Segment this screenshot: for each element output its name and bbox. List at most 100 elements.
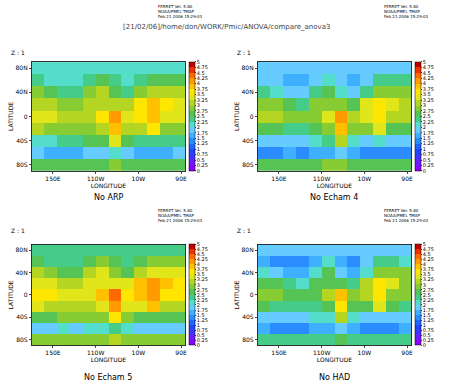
svg-text:[21/02/06]/home/don/WORK/Pmic/: [21/02/06]/home/don/WORK/Pmic/ANOVA/comp… — [123, 23, 330, 31]
svg-text:4.75: 4.75 — [423, 246, 434, 252]
svg-text:40S: 40S — [242, 137, 254, 144]
svg-text:1.25: 1.25 — [197, 317, 208, 323]
svg-text:2.25: 2.25 — [197, 297, 208, 303]
svg-text:1: 1 — [423, 146, 426, 152]
svg-text:0.25: 0.25 — [423, 337, 434, 343]
svg-text:Z : 1: Z : 1 — [11, 49, 25, 56]
svg-text:0: 0 — [250, 113, 254, 120]
svg-text:LATITUDE: LATITUDE — [233, 102, 240, 131]
svg-text:2.75: 2.75 — [423, 287, 434, 293]
svg-text:4: 4 — [197, 80, 200, 86]
svg-text:3.75: 3.75 — [423, 266, 434, 272]
svg-text:0.25: 0.25 — [197, 337, 208, 343]
svg-text:80N: 80N — [242, 64, 254, 71]
svg-text:10W: 10W — [132, 349, 146, 356]
svg-text:FERRET Ver. 5.80NOAA/PMEL TMAP: FERRET Ver. 5.80NOAA/PMEL TMAPFeb 21 200… — [158, 208, 203, 223]
svg-text:0: 0 — [24, 113, 28, 120]
svg-text:10W: 10W — [358, 349, 372, 356]
svg-text:90E: 90E — [175, 175, 187, 182]
svg-text:4.75: 4.75 — [197, 64, 208, 70]
svg-text:4.5: 4.5 — [197, 251, 205, 257]
svg-text:110W: 110W — [313, 175, 330, 182]
svg-text:4.5: 4.5 — [423, 251, 431, 257]
svg-text:LATITUDE: LATITUDE — [233, 280, 240, 309]
svg-text:2: 2 — [197, 302, 200, 308]
svg-text:No HAD: No HAD — [319, 373, 350, 382]
svg-text:3.75: 3.75 — [423, 86, 434, 92]
svg-text:1.75: 1.75 — [197, 307, 208, 313]
svg-text:0.5: 0.5 — [423, 332, 431, 338]
svg-text:1: 1 — [423, 322, 426, 328]
svg-text:3: 3 — [423, 102, 426, 108]
svg-text:FERRET Ver. 5.80NOAA/PMEL TMAP: FERRET Ver. 5.80NOAA/PMEL TMAPFeb 21 200… — [158, 4, 203, 19]
svg-text:90E: 90E — [401, 175, 413, 182]
svg-text:1.75: 1.75 — [423, 307, 434, 313]
svg-text:0: 0 — [423, 342, 426, 348]
svg-text:80N: 80N — [242, 246, 254, 253]
svg-text:4.25: 4.25 — [423, 75, 434, 81]
svg-text:0.5: 0.5 — [197, 157, 205, 163]
svg-text:0: 0 — [423, 168, 426, 174]
svg-text:2: 2 — [197, 124, 200, 130]
svg-text:40N: 40N — [16, 88, 28, 95]
svg-text:5: 5 — [423, 241, 426, 247]
svg-text:0.5: 0.5 — [197, 332, 205, 338]
svg-text:4.5: 4.5 — [423, 70, 431, 76]
svg-text:80S: 80S — [16, 336, 28, 343]
svg-text:3: 3 — [197, 282, 200, 288]
svg-text:4.25: 4.25 — [423, 256, 434, 262]
svg-text:3.5: 3.5 — [423, 271, 431, 277]
svg-text:4: 4 — [423, 80, 426, 86]
svg-text:3.25: 3.25 — [423, 276, 434, 282]
svg-text:110W: 110W — [313, 349, 330, 356]
svg-text:3.25: 3.25 — [423, 97, 434, 103]
svg-text:0: 0 — [197, 342, 200, 348]
svg-text:4.75: 4.75 — [197, 246, 208, 252]
svg-text:150E: 150E — [45, 175, 60, 182]
svg-text:2.25: 2.25 — [423, 119, 434, 125]
svg-text:90E: 90E — [401, 349, 413, 356]
svg-text:10W: 10W — [132, 175, 146, 182]
svg-text:2.5: 2.5 — [423, 292, 431, 298]
svg-text:0.25: 0.25 — [423, 162, 434, 168]
svg-text:1: 1 — [197, 146, 200, 152]
svg-text:1.25: 1.25 — [423, 140, 434, 146]
svg-text:2.75: 2.75 — [197, 287, 208, 293]
svg-text:5: 5 — [423, 59, 426, 65]
svg-text:3.75: 3.75 — [197, 266, 208, 272]
svg-text:3.5: 3.5 — [197, 91, 205, 97]
svg-text:1.25: 1.25 — [197, 140, 208, 146]
svg-text:10W: 10W — [358, 175, 372, 182]
svg-text:0.75: 0.75 — [423, 151, 434, 157]
svg-text:LONGITUDE: LONGITUDE — [91, 182, 126, 189]
svg-text:90E: 90E — [175, 349, 187, 356]
svg-text:40N: 40N — [242, 269, 254, 276]
svg-text:3.75: 3.75 — [197, 86, 208, 92]
svg-text:0: 0 — [24, 291, 28, 298]
svg-text:2: 2 — [423, 302, 426, 308]
svg-text:4.25: 4.25 — [197, 75, 208, 81]
svg-text:80N: 80N — [16, 246, 28, 253]
svg-text:3: 3 — [197, 102, 200, 108]
svg-text:2.75: 2.75 — [197, 108, 208, 114]
svg-text:0: 0 — [250, 291, 254, 298]
svg-text:2.75: 2.75 — [423, 108, 434, 114]
svg-text:80S: 80S — [242, 161, 254, 168]
svg-text:1.5: 1.5 — [423, 312, 431, 318]
svg-text:80S: 80S — [16, 161, 28, 168]
svg-text:3.25: 3.25 — [197, 276, 208, 282]
svg-text:80N: 80N — [16, 64, 28, 71]
svg-text:2.5: 2.5 — [423, 113, 431, 119]
svg-text:0.75: 0.75 — [197, 327, 208, 333]
svg-text:0.75: 0.75 — [423, 327, 434, 333]
svg-text:LATITUDE: LATITUDE — [7, 280, 14, 309]
svg-text:2.5: 2.5 — [197, 292, 205, 298]
svg-text:4.75: 4.75 — [423, 64, 434, 70]
svg-text:3.25: 3.25 — [197, 97, 208, 103]
svg-text:5: 5 — [197, 59, 200, 65]
svg-text:FERRET Ver. 5.80NOAA/PMEL TMAP: FERRET Ver. 5.80NOAA/PMEL TMAPFeb 21 200… — [384, 4, 429, 19]
svg-text:3.5: 3.5 — [423, 91, 431, 97]
svg-text:LONGITUDE: LONGITUDE — [317, 356, 352, 363]
svg-text:2: 2 — [423, 124, 426, 130]
svg-text:150E: 150E — [271, 349, 286, 356]
